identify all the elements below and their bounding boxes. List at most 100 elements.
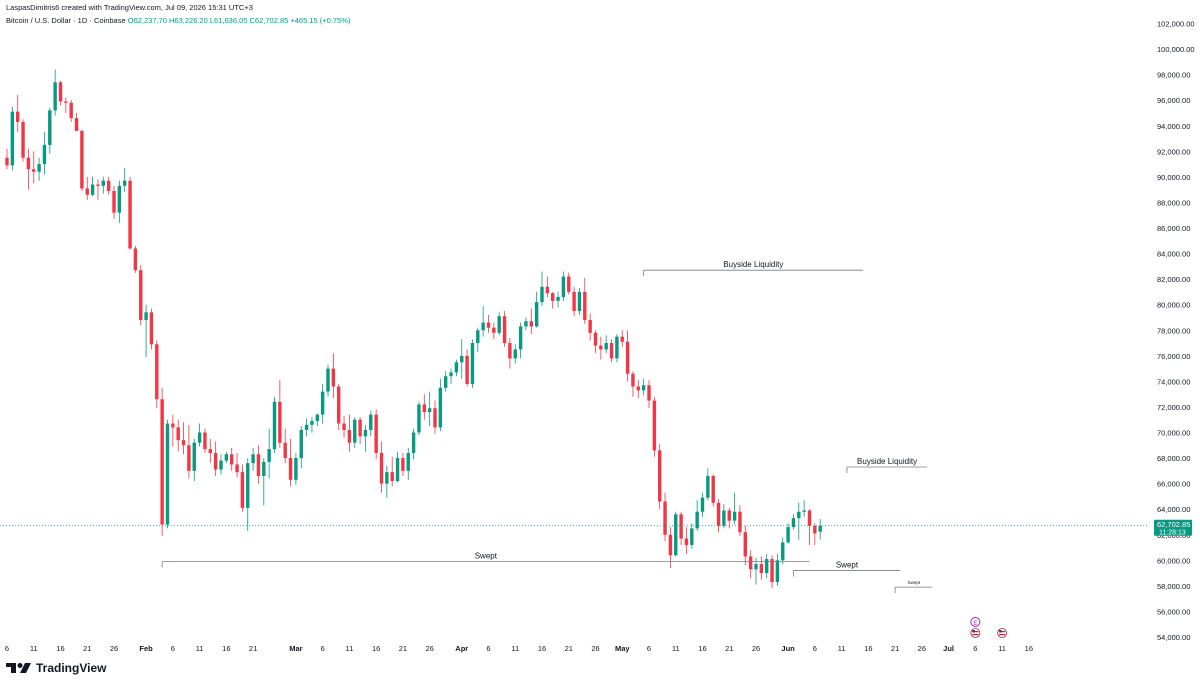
candle-down: [342, 423, 346, 430]
candle-up: [732, 511, 737, 521]
candle-down: [711, 475, 715, 503]
x-tick-label: 11: [998, 644, 1006, 653]
candle-down: [551, 293, 555, 301]
x-tick-label: 21: [249, 644, 257, 653]
x-tick-label: 16: [372, 644, 380, 653]
us-flag-canton: [999, 630, 1002, 633]
candle-up: [363, 429, 368, 437]
candle-down: [609, 343, 614, 359]
annotation-label: Buyside Liquidity: [723, 260, 783, 269]
candle-up: [476, 330, 480, 344]
candle-up: [224, 454, 229, 461]
candle-up: [765, 559, 769, 574]
candle-down: [171, 423, 175, 428]
candle-up: [304, 424, 309, 430]
candle-up: [754, 564, 758, 570]
x-tick-label: 6: [321, 644, 325, 653]
candle-down: [658, 450, 662, 502]
candle-up: [641, 385, 646, 391]
candle-down: [64, 101, 68, 103]
y-tick-label: 54,000.00: [1157, 633, 1190, 642]
candle-down: [492, 327, 496, 333]
candle-down: [572, 291, 576, 312]
tradingview-logo: TradingView: [6, 661, 106, 675]
candle-up: [144, 312, 148, 321]
annotation-label: Swept: [836, 561, 859, 570]
y-tick-label: 86,000.00: [1157, 224, 1190, 233]
candle-up: [385, 472, 389, 484]
candle-down: [738, 511, 742, 533]
candle-down: [465, 355, 469, 384]
candle-up: [53, 82, 57, 111]
candle-down: [69, 102, 73, 119]
y-tick-label: 102,000.00: [1157, 20, 1195, 29]
candle-up: [540, 286, 544, 303]
candle-down: [288, 458, 293, 480]
candle-down: [631, 373, 635, 387]
x-tick-label: 11: [672, 644, 680, 653]
candle-down: [278, 401, 282, 443]
x-tick-label: 11: [30, 644, 38, 653]
candle-up: [524, 321, 528, 327]
candle-up: [251, 454, 255, 464]
candle-up: [695, 511, 699, 529]
y-tick-label: 56,000.00: [1157, 607, 1190, 616]
candle-down: [16, 111, 20, 122]
ohlc-values: O62,237.70 H63,226.20 L61,636.05 C62,702…: [127, 16, 351, 25]
x-tick-label: 11: [346, 644, 354, 653]
x-tick-label: 6: [486, 644, 490, 653]
candle-down: [502, 316, 507, 344]
y-tick-label: 84,000.00: [1157, 250, 1190, 259]
candle-down: [379, 452, 384, 484]
x-tick-label: 6: [973, 644, 977, 653]
last-price-label: 62,702.85: [1157, 520, 1190, 529]
y-tick-label: 78,000.00: [1157, 326, 1190, 335]
x-tick-label: 16: [698, 644, 706, 653]
candle-down: [529, 321, 533, 327]
candle-down: [85, 188, 89, 195]
candle-down: [813, 525, 817, 534]
earnings-icon[interactable]: [970, 617, 981, 627]
candle-down: [160, 399, 164, 525]
annotation-label: Swept: [475, 552, 498, 561]
us-flag-stripe: [972, 631, 979, 633]
candle-down: [230, 454, 234, 465]
y-tick-label: 88,000.00: [1157, 198, 1190, 207]
us-flag-icon[interactable]: [997, 628, 1007, 638]
candle-down: [149, 312, 154, 345]
candle-up: [797, 511, 801, 519]
candle-up: [786, 527, 790, 543]
candle-up: [615, 336, 619, 359]
annotation-label: Buyside Liquidity: [857, 457, 917, 466]
tradingview-logo-text: TradingView: [36, 661, 107, 675]
candle-up: [197, 432, 202, 443]
y-tick-label: 72,000.00: [1157, 403, 1190, 412]
candle-down: [240, 472, 245, 508]
annotation-label: Swept: [908, 580, 921, 585]
candle-down: [748, 556, 753, 570]
candle-down: [374, 414, 378, 453]
candle-up: [246, 463, 250, 508]
candle-up: [802, 510, 806, 512]
candle-up: [449, 372, 453, 377]
candle-up: [294, 458, 298, 480]
candle-up: [315, 414, 319, 421]
y-tick-label: 92,000.00: [1157, 147, 1190, 156]
us-flag-icon[interactable]: [970, 628, 981, 638]
candle-up: [470, 343, 475, 384]
candle-down: [593, 332, 598, 346]
candle-up: [417, 404, 421, 433]
candle-down: [508, 343, 512, 359]
candle-down: [181, 440, 186, 446]
candle-down: [208, 449, 212, 453]
candle-up: [262, 461, 266, 476]
x-tick-label: Apr: [455, 644, 468, 653]
x-tick-label: Mar: [289, 644, 302, 653]
y-tick-label: 68,000.00: [1157, 454, 1190, 463]
y-tick-label: 60,000.00: [1157, 556, 1190, 565]
y-tick-label: 96,000.00: [1157, 96, 1190, 105]
us-flag-canton: [972, 630, 975, 633]
candle-down: [358, 419, 362, 437]
candle-down: [96, 184, 100, 186]
